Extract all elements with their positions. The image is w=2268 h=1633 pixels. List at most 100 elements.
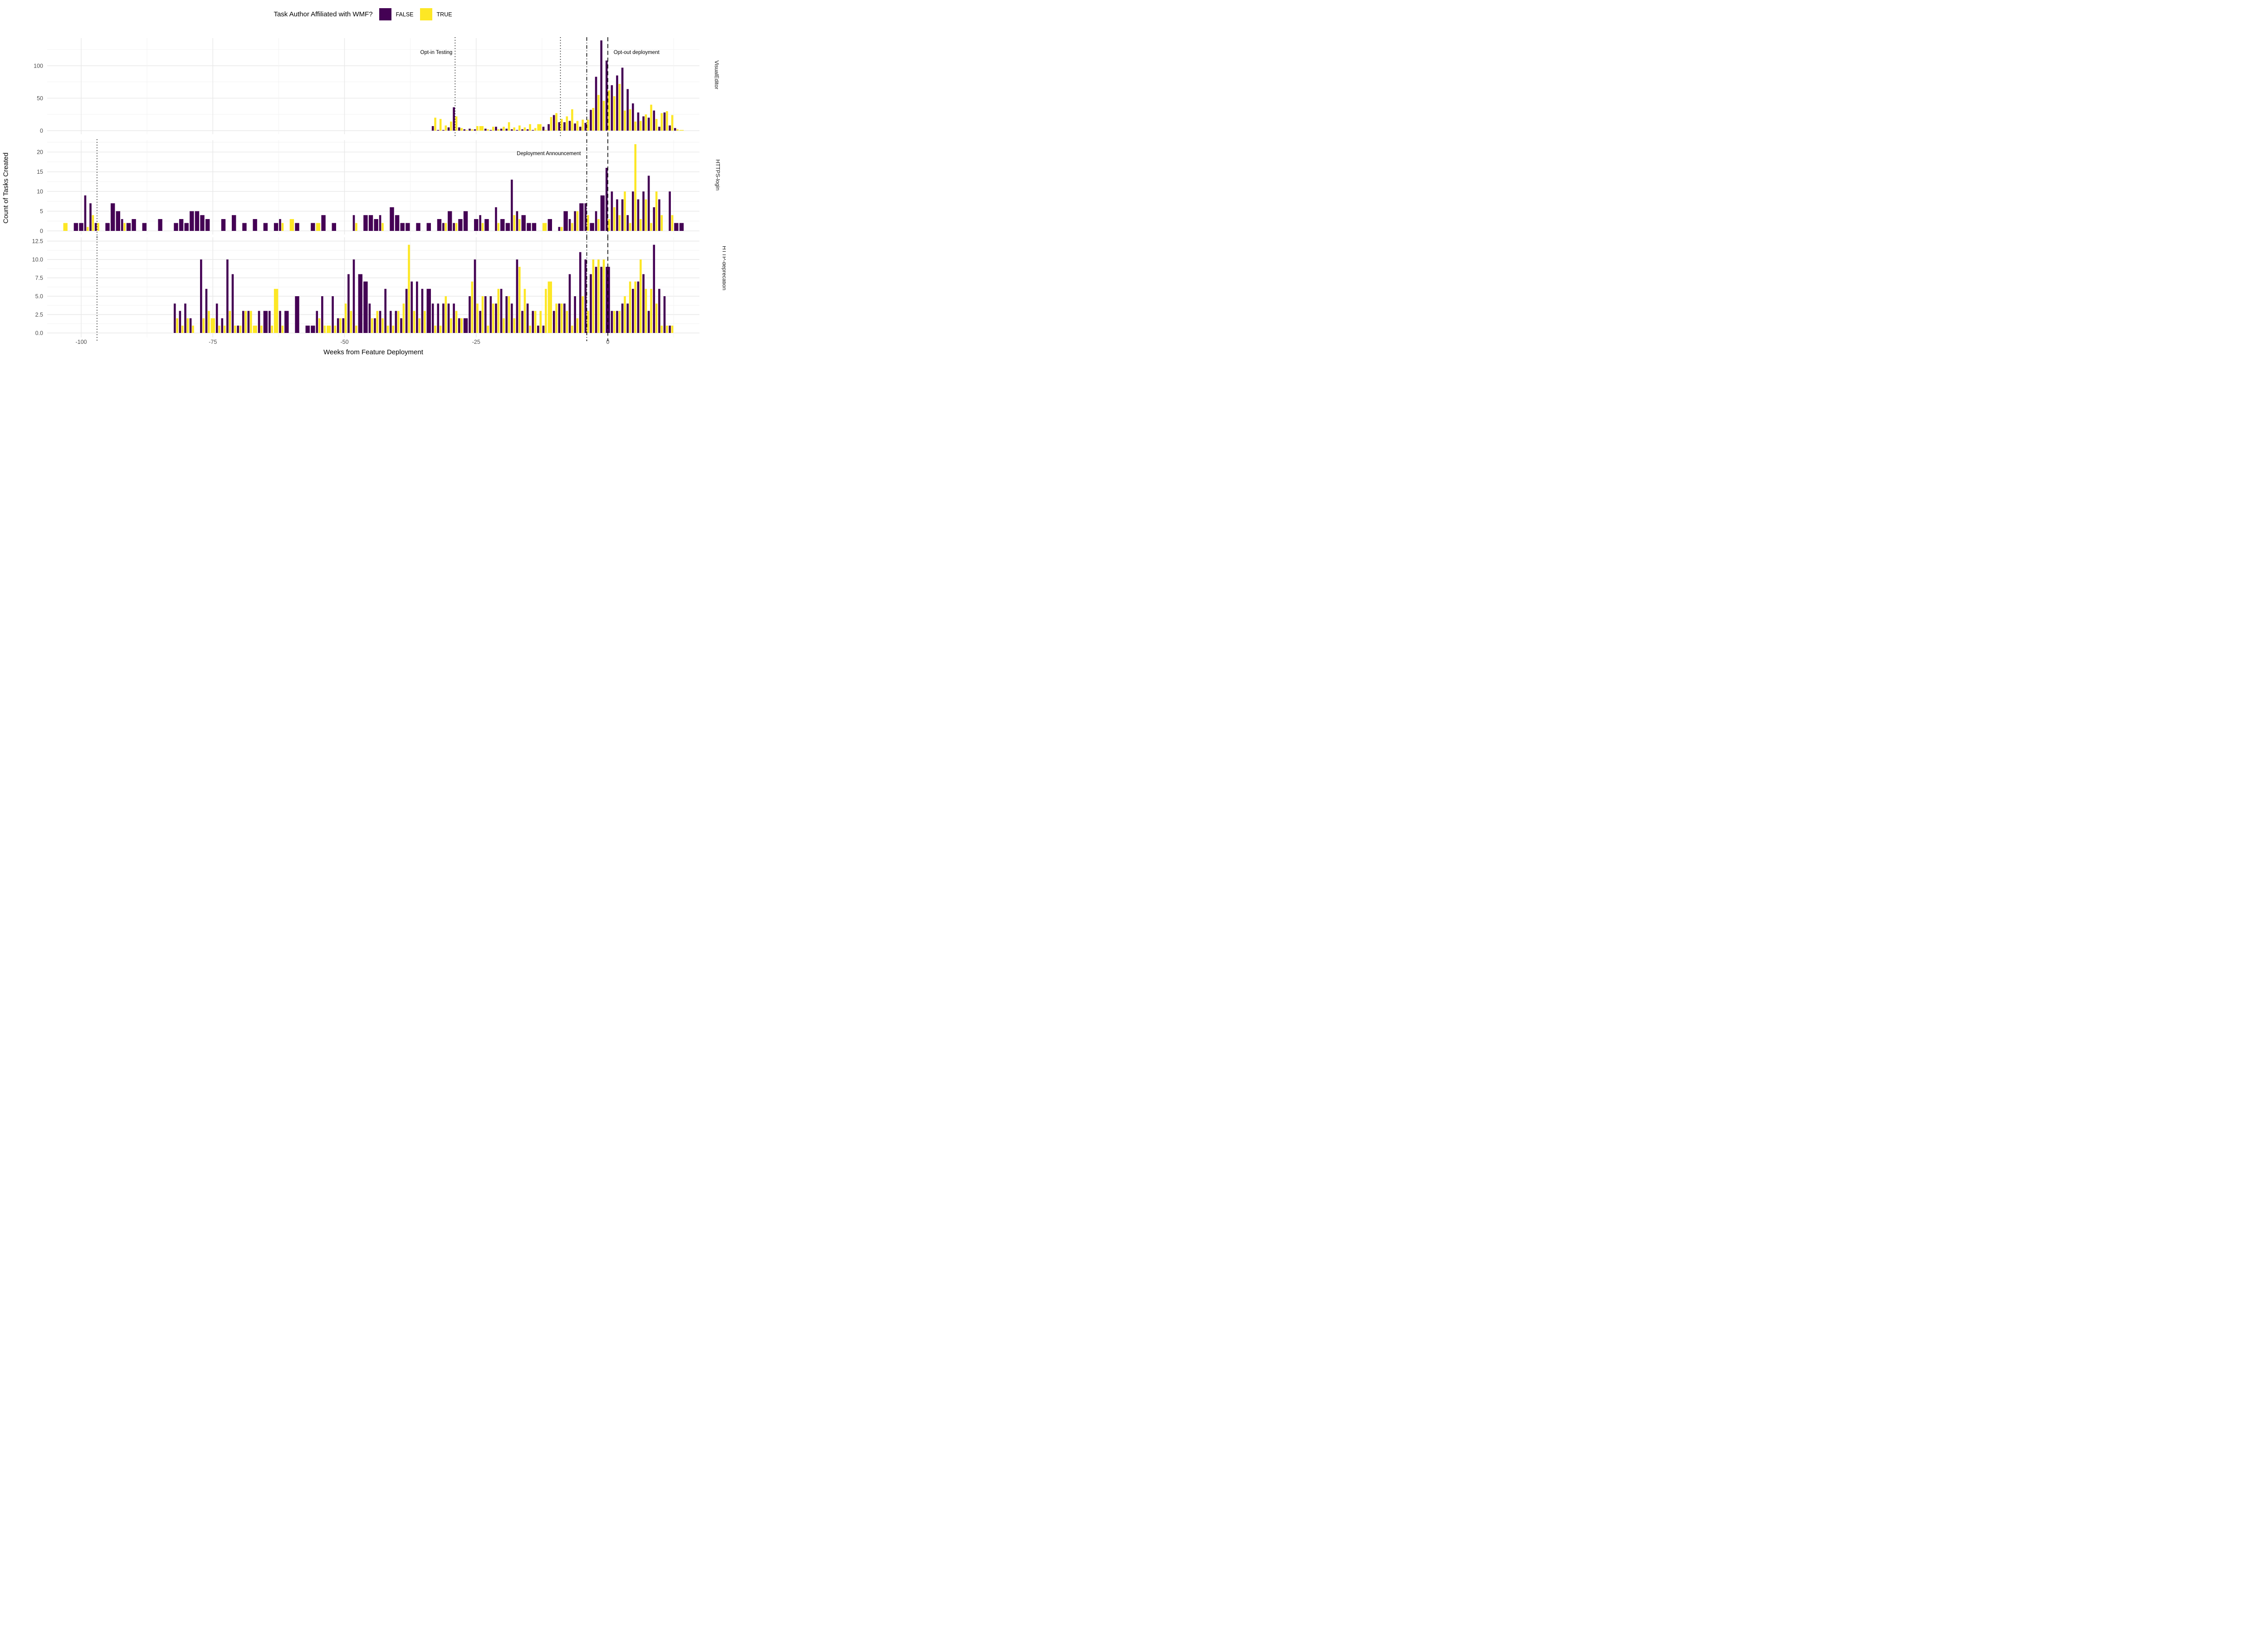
bar-false <box>521 129 523 131</box>
bar-false <box>368 215 373 231</box>
y-tick-label: 20 <box>37 149 43 156</box>
bar-true <box>655 303 658 333</box>
y-tick-label: 12.5 <box>32 238 43 244</box>
bar-true <box>671 215 674 231</box>
bar-false <box>632 288 634 333</box>
bar-true <box>523 288 526 333</box>
bar-true <box>608 90 610 131</box>
x-tick-label: -50 <box>340 339 348 345</box>
bar-true <box>92 215 94 231</box>
bar-true <box>244 311 247 333</box>
bar-true <box>640 219 642 231</box>
bar-false <box>527 223 531 231</box>
bar-true <box>650 288 652 333</box>
bar-false <box>606 60 608 131</box>
bar-true <box>660 113 663 131</box>
bar-false <box>347 274 350 333</box>
bar-false <box>189 318 192 333</box>
bar-true <box>508 296 510 333</box>
bar-false <box>642 191 645 231</box>
bar-true <box>513 318 516 333</box>
bar-true <box>465 130 468 131</box>
bar-true <box>260 325 263 333</box>
bar-false <box>568 219 571 231</box>
x-tick-label: -100 <box>75 339 87 345</box>
bar-true <box>645 114 647 131</box>
bar-false <box>337 318 339 333</box>
bar-false <box>590 110 592 131</box>
bar-false <box>431 126 434 131</box>
bar-false <box>558 303 561 333</box>
bar-false <box>489 296 492 333</box>
bar-false <box>411 281 413 333</box>
bar-true <box>392 325 394 333</box>
bar-false <box>647 176 650 231</box>
bar-true <box>229 311 231 333</box>
bar-false <box>484 219 489 231</box>
bar-false <box>584 203 587 231</box>
bar-false <box>226 259 229 333</box>
bar-false <box>190 211 194 231</box>
bar-false <box>463 129 466 131</box>
bar-false <box>653 207 655 231</box>
bar-false <box>311 223 315 231</box>
bar-false <box>453 107 455 131</box>
y-tick-label: 10.0 <box>32 257 43 263</box>
bar-false <box>352 259 355 333</box>
bar-false <box>463 211 468 231</box>
bar-true <box>650 104 652 131</box>
bar-false <box>332 223 336 231</box>
bar-true <box>655 191 658 231</box>
bar-true <box>239 325 242 333</box>
bar-false <box>679 223 684 231</box>
bar-false <box>558 227 561 231</box>
bar-false <box>374 318 376 333</box>
bar-false <box>89 203 92 231</box>
bar-false <box>595 77 597 131</box>
y-tick-label: 7.5 <box>35 275 43 281</box>
bar-false <box>500 128 503 131</box>
bar-true <box>344 303 347 333</box>
bar-false <box>416 223 420 231</box>
bar-false <box>379 215 381 231</box>
bar-true <box>582 119 584 131</box>
facet-panel-HTTPS-login: Deployment Announcement <box>47 139 699 238</box>
bar-false <box>416 281 418 333</box>
bar-true <box>503 127 505 131</box>
bar-false <box>658 127 660 131</box>
bar-false <box>658 199 660 231</box>
bar-false <box>448 211 452 231</box>
bar-true <box>476 126 479 131</box>
bar-false <box>437 303 440 333</box>
bar-false <box>406 223 410 231</box>
bar-false <box>221 318 224 333</box>
bar-false <box>358 274 363 333</box>
bar-false <box>474 219 479 231</box>
legend-label-false: FALSE <box>396 11 414 18</box>
bar-true <box>602 101 605 131</box>
bar-false <box>526 129 529 131</box>
legend: Task Author Affiliated with WMF? FALSE T… <box>0 8 726 20</box>
bar-true <box>613 207 616 231</box>
bar-false <box>469 128 471 131</box>
bar-false <box>537 325 539 333</box>
bar-false <box>616 199 618 231</box>
bar-false <box>195 211 200 231</box>
legend-title: Task Author Affiliated with WMF? <box>274 10 373 18</box>
plot-canvas: Opt-in Testing Opt-out deployment050100De… <box>32 37 699 345</box>
bar-false <box>374 219 378 231</box>
bar-false <box>674 128 676 131</box>
annotation-text: Deployment Announcement <box>517 151 581 156</box>
facet-strip-https-login: HTTPS-login <box>714 159 721 191</box>
bar-true <box>629 223 631 231</box>
bar-true <box>555 303 557 333</box>
bar-false <box>505 223 510 231</box>
bar-false <box>479 311 481 333</box>
bar-false <box>421 288 424 333</box>
bar-false <box>279 311 281 333</box>
bar-false <box>505 296 508 333</box>
bar-false <box>200 259 202 333</box>
bar-false <box>247 311 250 333</box>
bar-true <box>508 122 510 131</box>
bar-false <box>158 219 162 231</box>
